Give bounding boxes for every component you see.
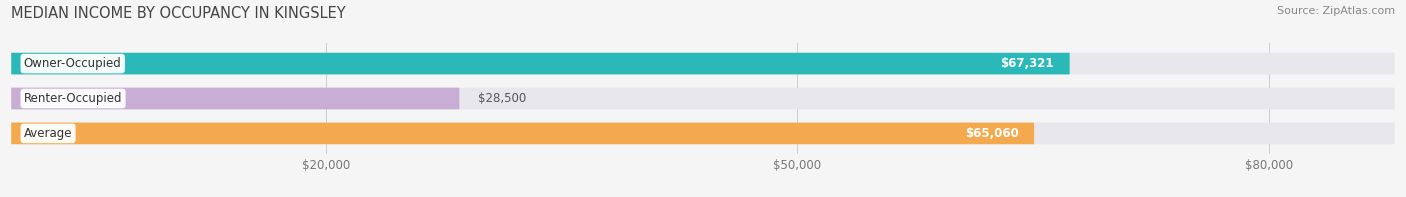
Text: Average: Average [24, 127, 72, 140]
Text: Owner-Occupied: Owner-Occupied [24, 57, 121, 70]
FancyBboxPatch shape [11, 123, 1033, 144]
Text: $28,500: $28,500 [478, 92, 526, 105]
FancyBboxPatch shape [11, 53, 1070, 74]
Text: Renter-Occupied: Renter-Occupied [24, 92, 122, 105]
Text: MEDIAN INCOME BY OCCUPANCY IN KINGSLEY: MEDIAN INCOME BY OCCUPANCY IN KINGSLEY [11, 6, 346, 21]
Text: $65,060: $65,060 [965, 127, 1018, 140]
Text: $67,321: $67,321 [1001, 57, 1054, 70]
Text: Source: ZipAtlas.com: Source: ZipAtlas.com [1277, 6, 1395, 16]
FancyBboxPatch shape [11, 88, 460, 109]
FancyBboxPatch shape [11, 88, 1395, 109]
FancyBboxPatch shape [11, 53, 1395, 74]
FancyBboxPatch shape [11, 123, 1395, 144]
